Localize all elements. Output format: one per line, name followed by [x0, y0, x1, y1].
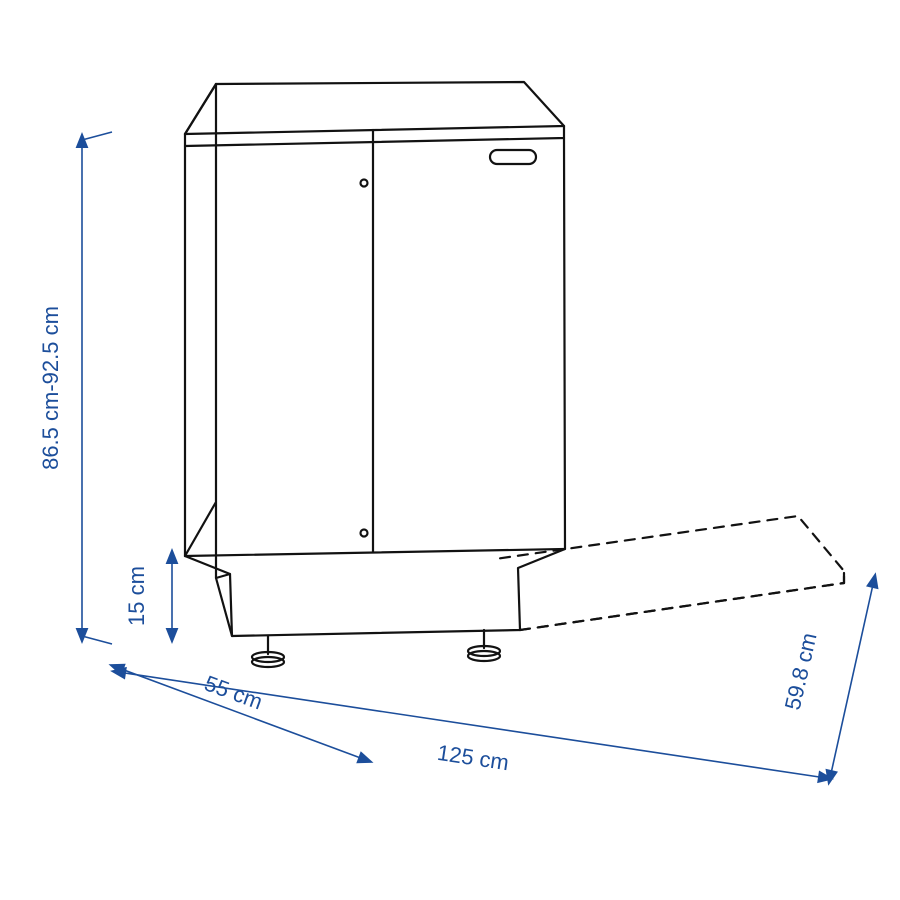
dimension-diagram: 86.5 cm-92.5 cm 15 cm 55 cm 125 cm 59.8 cm	[0, 0, 900, 900]
dimension-labels: 86.5 cm-92.5 cm 15 cm 55 cm 125 cm 59.8 cm	[38, 306, 822, 775]
label-side-depth: 59.8 cm	[780, 630, 822, 712]
label-full-width: 125 cm	[436, 740, 511, 775]
label-base-height: 15 cm	[124, 566, 149, 626]
dimension-lines	[82, 132, 874, 778]
cabinet-outline	[185, 82, 844, 667]
label-depth: 55 cm	[201, 670, 266, 714]
label-height: 86.5 cm-92.5 cm	[38, 306, 63, 470]
